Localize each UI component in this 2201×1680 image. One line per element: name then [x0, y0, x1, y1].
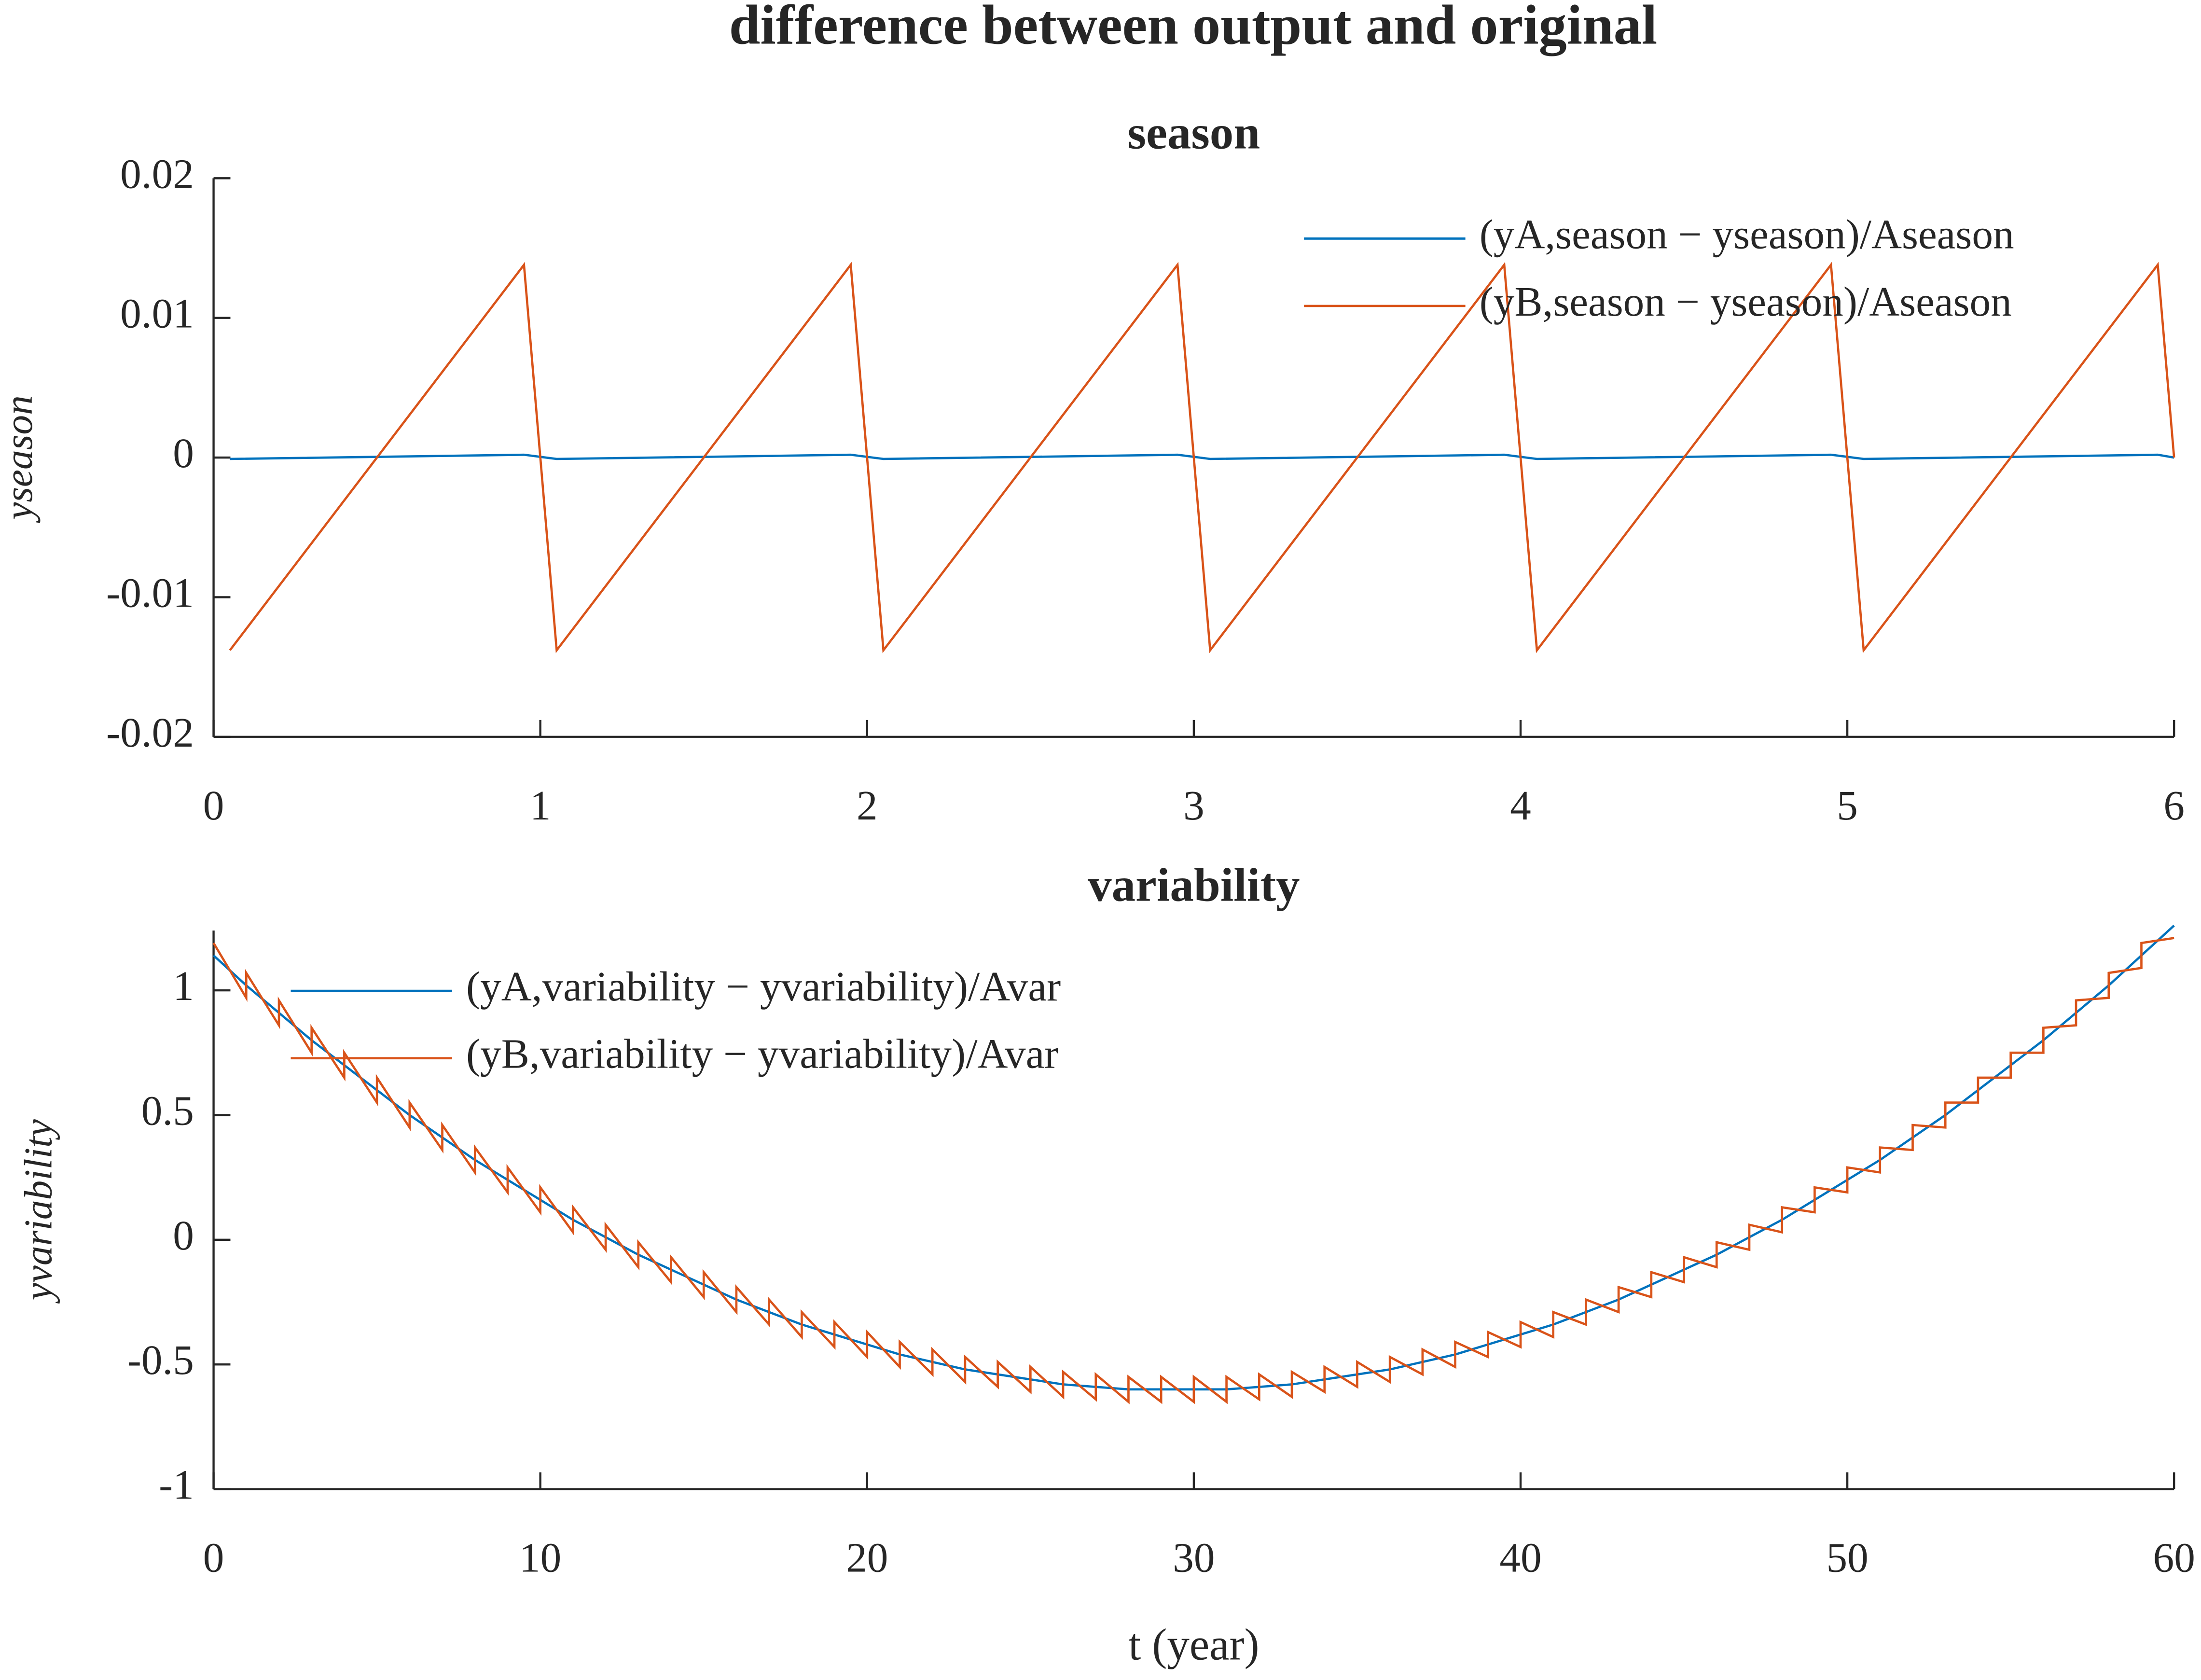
y-axis-label: yseason — [0, 395, 41, 523]
series-line — [230, 453, 2174, 460]
y-tick-label: 1 — [173, 962, 194, 1009]
x-tick-label: 0 — [203, 1534, 224, 1581]
y-tick-label: 0.01 — [120, 290, 194, 337]
y-tick-label: 0 — [173, 1212, 194, 1259]
y-tick-label: 0.5 — [141, 1087, 194, 1134]
y-tick-label: 0.02 — [120, 150, 194, 197]
series-line — [229, 262, 2175, 653]
x-tick-label: 2 — [857, 782, 878, 829]
y-tick-label: 0 — [173, 430, 194, 476]
legend-label: (yB,season − yseason)/Aseason — [1480, 278, 2012, 325]
x-tick-label: 3 — [1183, 782, 1204, 829]
x-tick-label: 0 — [203, 782, 224, 829]
panel-title: season — [1128, 107, 1260, 159]
legend-label: (yA,season − yseason)/Aseason — [1480, 210, 2014, 257]
x-tick-label: 4 — [1510, 782, 1531, 829]
legend-label: (yA,variability − yvariability)/Avar — [466, 963, 1061, 1010]
x-tick-label: 30 — [1173, 1534, 1215, 1581]
series-line — [212, 937, 2174, 1404]
x-tick-label: 20 — [846, 1534, 888, 1581]
y-tick-label: -0.01 — [106, 569, 194, 616]
x-tick-label: 5 — [1837, 782, 1858, 829]
panel-title: variability — [1088, 859, 1300, 911]
y-tick-label: -1 — [159, 1461, 194, 1508]
y-tick-label: -0.02 — [106, 709, 194, 756]
x-tick-label: 50 — [1826, 1534, 1868, 1581]
figure-title: difference between output and original — [729, 0, 1657, 56]
y-tick-label: -0.5 — [127, 1336, 194, 1383]
x-tick-label: 10 — [519, 1534, 561, 1581]
x-tick-label: 1 — [530, 782, 551, 829]
x-axis-label: t (year) — [1128, 1620, 1259, 1669]
x-tick-label: 60 — [2153, 1534, 2195, 1581]
x-tick-label: 40 — [1499, 1534, 1541, 1581]
y-axis-label: yvariability — [16, 1119, 60, 1304]
legend-label: (yB,variability − yvariability)/Avar — [466, 1030, 1058, 1077]
x-tick-label: 6 — [2163, 782, 2185, 829]
